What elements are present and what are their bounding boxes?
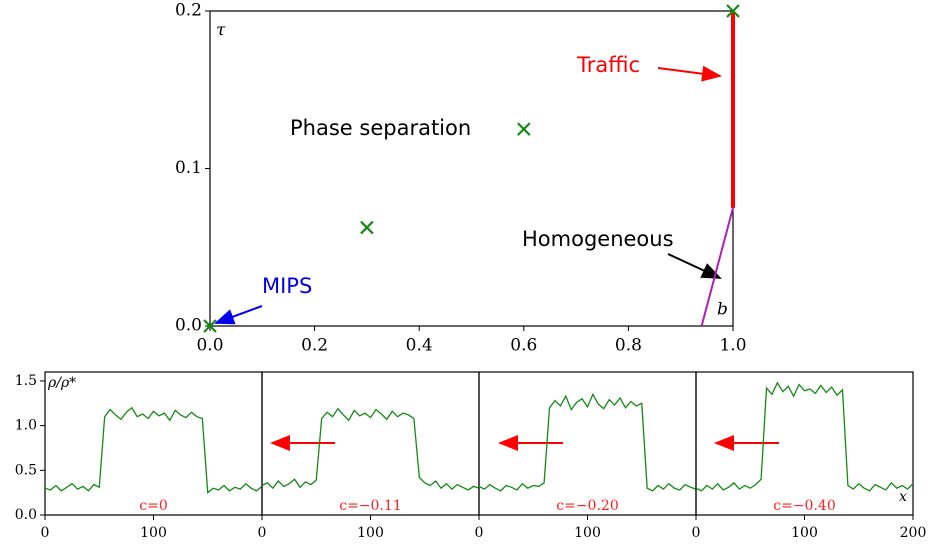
density-profile: [478, 392, 697, 492]
y-tick-label: 0.0: [175, 316, 202, 336]
point-marker: [360, 220, 374, 235]
annotation: Traffic: [576, 53, 640, 77]
x-tick-label: 0.2: [301, 336, 328, 356]
density-profile: [261, 407, 480, 491]
y-tick-label: 1.5: [15, 373, 37, 389]
annotation: Homogeneous: [522, 227, 674, 251]
density-profile: [44, 406, 263, 494]
phase-boundary: [700, 207, 734, 327]
x-tick-label: 0.4: [406, 336, 433, 356]
x-tick-label: 0: [475, 525, 484, 541]
point-marker: [517, 122, 531, 136]
x-tick-label: 0.8: [615, 336, 642, 356]
y-tick-label: 0.5: [15, 462, 37, 478]
density-profile: [695, 381, 914, 492]
arrow: [214, 305, 263, 325]
panel-label: c=−0.11: [339, 498, 401, 514]
x-tick-label: 0.0: [196, 336, 223, 356]
point-marker: [726, 4, 740, 18]
x-axis-label: x: [899, 489, 907, 505]
y-tick-label: 1.0: [15, 418, 37, 434]
point-marker: [203, 319, 217, 333]
panel-frame: [44, 371, 263, 516]
x-axis-label: b: [717, 300, 728, 320]
x-tick-label: 1.0: [719, 336, 746, 356]
panel-label: c=0: [139, 498, 167, 514]
panel-label: c=−0.40: [773, 498, 835, 514]
arrow: [667, 253, 722, 279]
x-tick-label: 0: [41, 525, 50, 541]
x-tick-label: 100: [574, 525, 601, 541]
y-tick-label: 0.0: [15, 507, 37, 523]
panel-label: c=−0.20: [556, 498, 618, 514]
x-tick-label: 100: [791, 525, 818, 541]
annotation: Phase separation: [290, 116, 471, 140]
y-tick-label: 0.2: [175, 1, 202, 21]
x-tick-label: 200: [900, 525, 927, 541]
y-tick-label: 0.1: [175, 158, 202, 178]
annotation: MIPS: [262, 274, 312, 298]
y-axis-label: ρ/ρ*: [47, 375, 76, 391]
x-tick-label: 0: [258, 525, 267, 541]
y-axis-label: τ: [216, 21, 226, 41]
x-tick-label: 0: [692, 525, 701, 541]
x-tick-label: 100: [357, 525, 384, 541]
arrow: [657, 65, 722, 82]
x-tick-label: 100: [140, 525, 167, 541]
x-tick-label: 0.6: [510, 336, 537, 356]
